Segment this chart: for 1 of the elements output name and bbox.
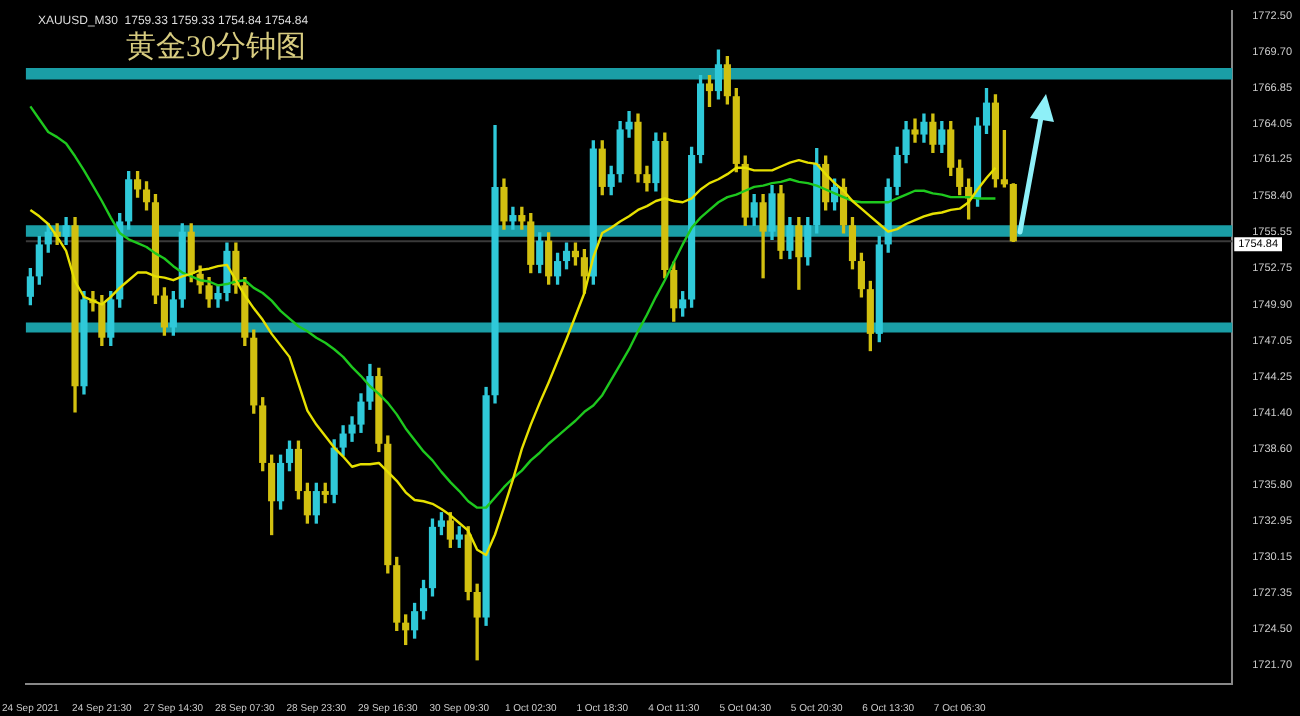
text: 黄金30分钟图 [125,30,306,65]
